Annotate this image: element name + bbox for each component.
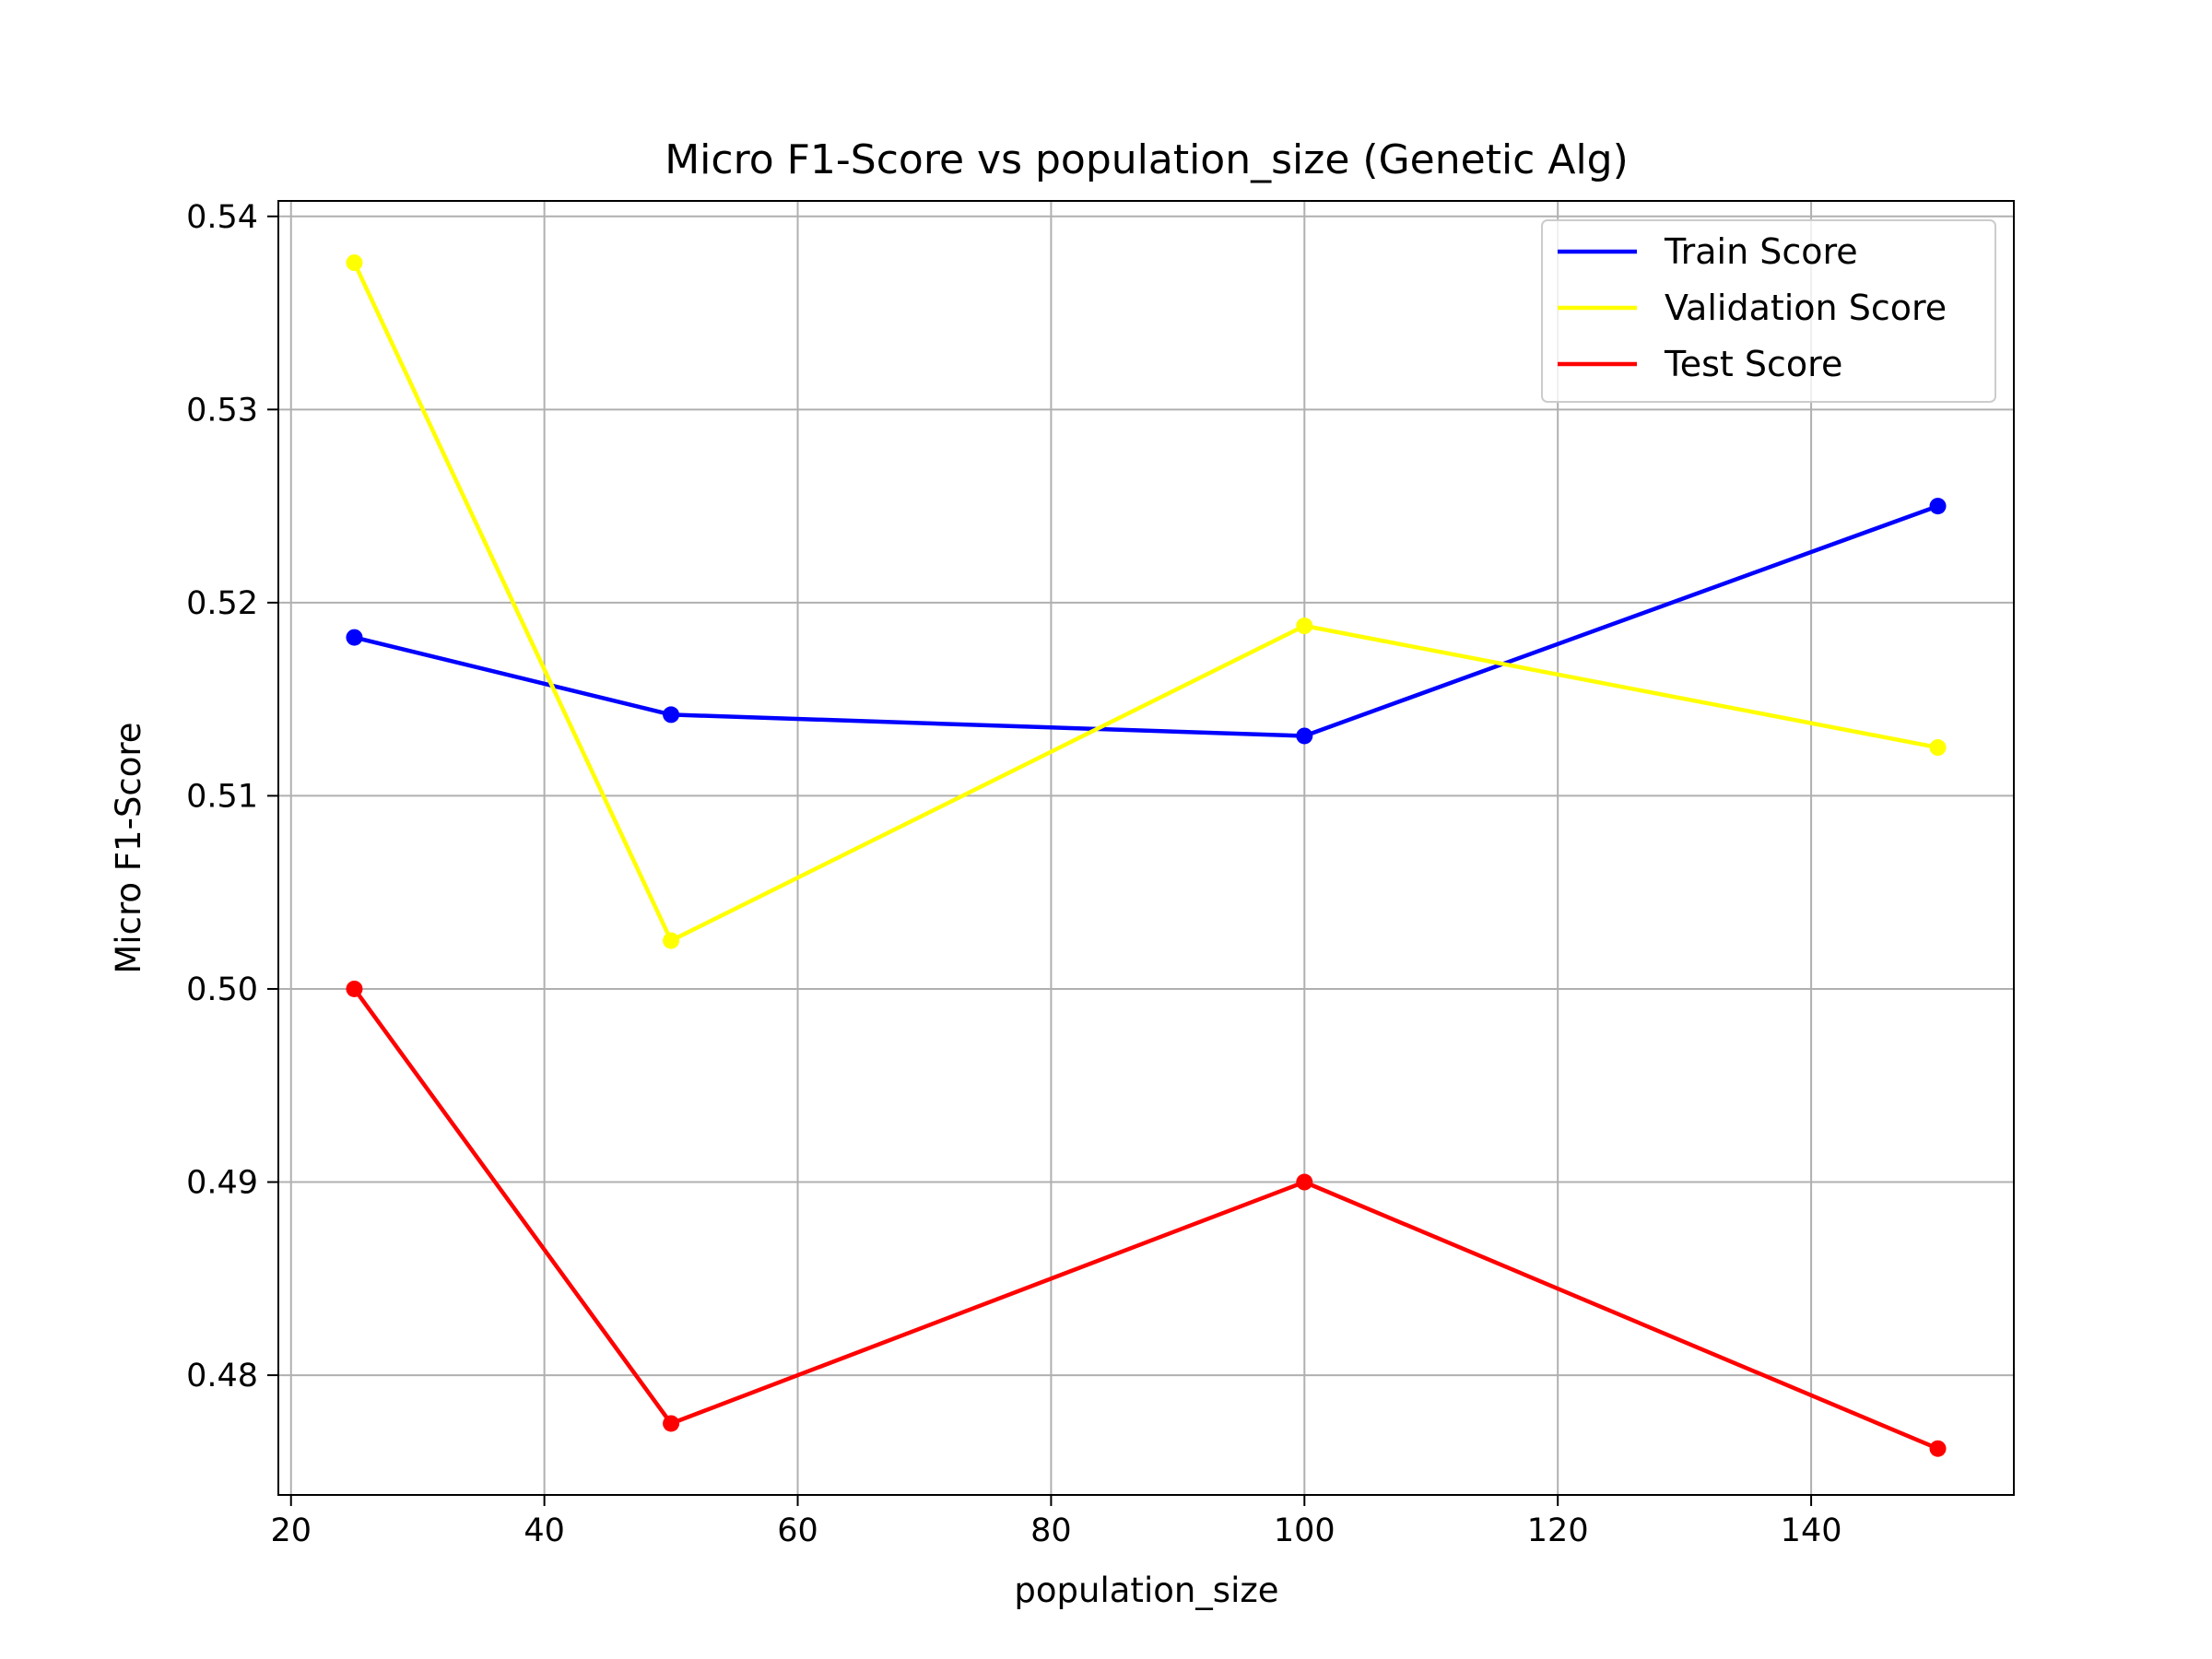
series-line [351,985,1941,1452]
data-point [1296,1173,1313,1191]
data-point [1929,739,1947,757]
x-tick-label: 100 [1274,1512,1335,1549]
data-point [1929,498,1947,515]
legend-label: Test Score [1664,344,1842,384]
chart-title: Micro F1-Score vs population_size (Genet… [665,136,1629,183]
y-tick-label: 0.51 [186,778,258,815]
legend: Train Score Validation Score Test Score [1541,219,1996,403]
series-validation-score [346,254,1947,949]
y-tick-label: 0.49 [186,1165,258,1202]
x-tick-label: 20 [270,1512,312,1549]
data-point [1296,727,1313,745]
legend-label: Validation Score [1665,288,1947,328]
y-tick-label: 0.53 [186,392,258,429]
data-point [663,706,680,724]
legend-box [1541,219,1996,403]
series-layer [346,254,1947,1457]
x-tick-label: 40 [524,1512,565,1549]
series-test-score [346,980,1947,1457]
legend-label: Train Score [1664,231,1858,272]
y-axis-label: Micro F1-Score [109,722,148,973]
plot-frame [277,200,2015,1496]
x-tick-label: 60 [777,1512,818,1549]
data-point [346,629,363,646]
series-line [351,503,1941,738]
data-point [1296,618,1313,635]
x-tick-label: 80 [1030,1512,1072,1549]
y-tick-label: 0.52 [186,585,258,622]
series-train-score [346,498,1947,745]
data-point [1929,1440,1947,1457]
data-point [663,1415,680,1432]
x-axis-label: population_size [1014,1571,1278,1610]
y-axis-ticks: 0.48 0.49 0.50 0.51 0.52 0.53 0.54 [186,199,278,1394]
y-tick-label: 0.48 [186,1358,258,1394]
x-tick-label: 120 [1527,1512,1589,1549]
data-point [346,254,363,272]
data-point [663,932,680,949]
y-tick-label: 0.54 [186,199,258,236]
data-point [346,980,363,997]
grid-lines [278,201,2014,1495]
series-line [351,260,1941,943]
x-axis-ticks: 20 40 60 80 100 120 140 [270,1495,1841,1549]
y-tick-label: 0.50 [186,971,258,1008]
x-tick-label: 140 [1781,1512,1842,1549]
